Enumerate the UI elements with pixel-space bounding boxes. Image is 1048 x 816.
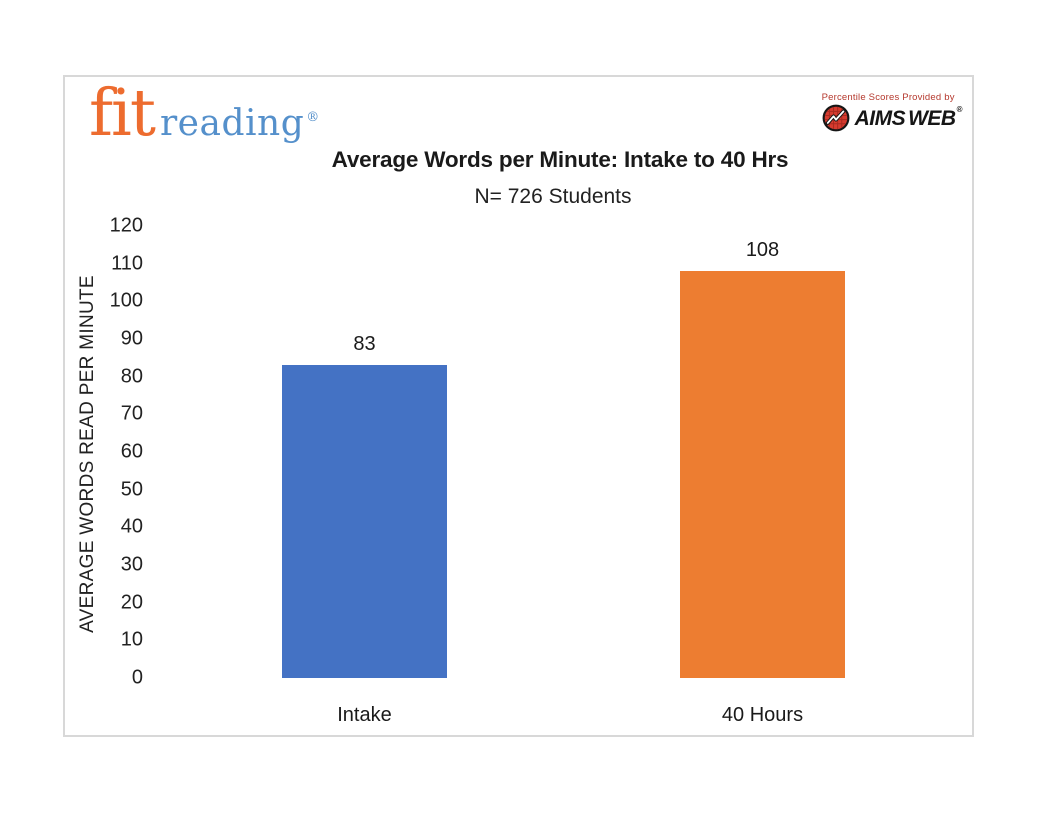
bar-40-hours	[680, 271, 845, 678]
y-tick-label: 110	[111, 252, 143, 275]
plot-area: 83 108	[65, 226, 972, 678]
chart-subtitle: N= 726 Students	[474, 185, 632, 208]
fit-wordmark: fit	[89, 76, 156, 151]
y-tick-label: 20	[120, 591, 143, 614]
chart-title: Average Words per Minute: Intake to 40 H…	[331, 147, 789, 172]
y-tick-label: 50	[120, 478, 143, 501]
provider-tagline: Percentile Scores Provided by	[821, 92, 955, 103]
chart-frame: fit reading ® Percentile Scores Provided…	[63, 75, 974, 737]
y-axis-tick-labels: 0 10 20 30 40 50 60 70 80 90 100 110 120	[65, 215, 143, 689]
aimsweb-wordmark-aims: AIMS	[854, 106, 906, 130]
bar-column-intake: 83	[282, 226, 447, 678]
bar-intake	[282, 365, 447, 678]
aimsweb-wordmark-web: WEB	[908, 106, 956, 130]
aimsweb-logo-block: Percentile Scores Provided by AIMS WEB ®	[821, 92, 963, 132]
bar-column-40-hours: 108	[680, 226, 845, 678]
y-tick-label: 100	[109, 289, 143, 312]
y-tick-label: 70	[120, 402, 143, 425]
aimsweb-logo-row: AIMS WEB ®	[822, 104, 963, 132]
registered-trademark-icon: ®	[306, 110, 320, 125]
data-label-40-hours: 108	[745, 239, 780, 262]
y-tick-label: 0	[131, 666, 143, 689]
fit-reading-logo: fit reading ®	[89, 76, 320, 151]
y-tick-label: 90	[120, 327, 143, 350]
data-label-intake: 83	[353, 333, 376, 356]
y-tick-label: 120	[109, 214, 143, 237]
registered-trademark-icon: ®	[956, 104, 963, 114]
x-axis-label-intake: Intake	[337, 704, 392, 726]
reading-wordmark: reading	[159, 103, 305, 144]
y-tick-label: 80	[120, 365, 143, 388]
y-tick-label: 40	[120, 515, 143, 538]
aimsweb-wordmark: AIMS WEB ®	[854, 104, 963, 130]
y-tick-label: 10	[120, 628, 143, 651]
y-tick-label: 30	[120, 553, 143, 576]
x-axis-label-40-hours: 40 Hours	[721, 704, 804, 726]
trend-chart-circle-icon	[822, 104, 850, 132]
y-tick-label: 60	[120, 440, 143, 463]
